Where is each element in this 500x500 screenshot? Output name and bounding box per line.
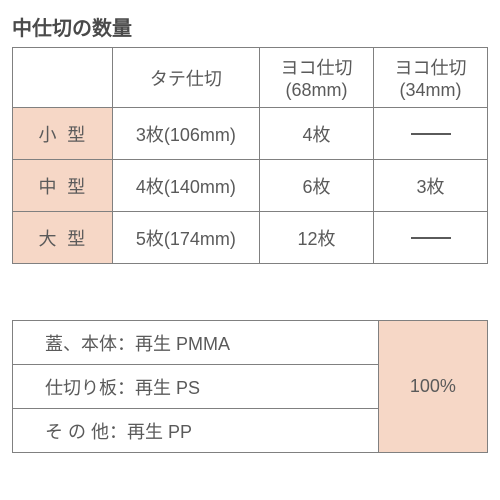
table-row: 蓋、本体：再生 PMMA 100%: [13, 321, 488, 365]
table-row: 大型 5枚(174mm) 12枚: [13, 212, 488, 264]
material-cell: そ の 他：再生 PP: [13, 409, 379, 453]
cell-y34: [374, 108, 488, 160]
header-yoko34-l1: ヨコ仕切: [375, 54, 486, 80]
header-yoko34: ヨコ仕切 (34mm): [374, 48, 488, 108]
cell-y68: 4枚: [260, 108, 374, 160]
header-yoko68: ヨコ仕切 (68mm): [260, 48, 374, 108]
header-tate: タテ仕切: [112, 48, 259, 108]
material-cell: 仕切り板：再生 PS: [13, 365, 379, 409]
cell-y68: 6枚: [260, 160, 374, 212]
material-table: 蓋、本体：再生 PMMA 100% 仕切り板：再生 PS そ の 他：再生 PP: [12, 320, 488, 453]
table-header-row: タテ仕切 ヨコ仕切 (68mm) ヨコ仕切 (34mm): [13, 48, 488, 108]
page-title: 中仕切の数量: [12, 12, 488, 41]
percent-cell: 100%: [378, 321, 487, 453]
material-cell: 蓋、本体：再生 PMMA: [13, 321, 379, 365]
dash-icon: [411, 133, 451, 135]
table-row: 小型 3枚(106mm) 4枚: [13, 108, 488, 160]
cell-y34: 3枚: [374, 160, 488, 212]
row-size: 中型: [13, 160, 113, 212]
dash-icon: [411, 237, 451, 239]
cell-tate: 5枚(174mm): [112, 212, 259, 264]
header-yoko34-l2: (34mm): [375, 80, 486, 101]
cell-y34: [374, 212, 488, 264]
cell-tate: 4枚(140mm): [112, 160, 259, 212]
header-blank: [13, 48, 113, 108]
cell-tate: 3枚(106mm): [112, 108, 259, 160]
row-size: 大型: [13, 212, 113, 264]
header-yoko68-l2: (68mm): [261, 80, 372, 101]
header-yoko68-l1: ヨコ仕切: [261, 54, 372, 80]
divider-quantity-table: タテ仕切 ヨコ仕切 (68mm) ヨコ仕切 (34mm) 小型 3枚(106mm…: [12, 47, 488, 264]
row-size: 小型: [13, 108, 113, 160]
cell-y68: 12枚: [260, 212, 374, 264]
table-row: 中型 4枚(140mm) 6枚 3枚: [13, 160, 488, 212]
